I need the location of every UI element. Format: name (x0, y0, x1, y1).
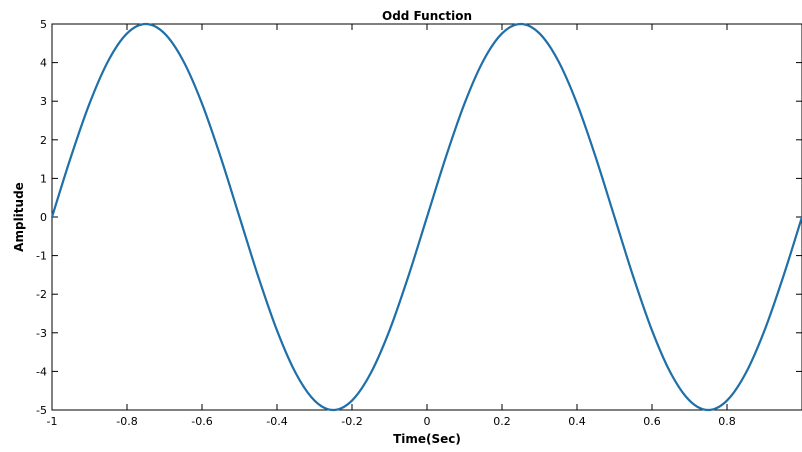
x-tick-label: -1 (47, 415, 58, 428)
y-tick-label: -1 (36, 250, 47, 263)
x-tick-label: 0.8 (718, 415, 736, 428)
x-tick-label: -0.8 (116, 415, 137, 428)
y-tick-label: 1 (40, 172, 47, 185)
y-tick-label: 5 (40, 18, 47, 31)
y-tick-label: 0 (40, 211, 47, 224)
y-tick-label: -2 (36, 288, 47, 301)
x-tick-label: 0.4 (568, 415, 586, 428)
x-tick-label: -0.4 (266, 415, 287, 428)
y-tick-label: 4 (40, 57, 47, 70)
series-line (50, 22, 802, 412)
x-tick-label: -0.6 (191, 415, 212, 428)
chart-title: Odd Function (382, 9, 472, 23)
x-axis-label: Time(Sec) (393, 432, 461, 446)
x-tick-label: 0.6 (643, 415, 661, 428)
x-tick-label: 0 (424, 415, 431, 428)
y-tick-label: 3 (40, 95, 47, 108)
axis-ticks: -1 -0.8 -0.6 -0.4 -0.2 0 0.2 0.4 0.6 0.8 -5 -4 -3 -2 -… (36, 18, 802, 428)
x-tick-label: -0.2 (341, 415, 362, 428)
y-tick-label: -5 (36, 404, 47, 417)
series-layer (50, 22, 802, 412)
y-axis-label: Amplitude (12, 182, 26, 252)
y-tick-label: -4 (36, 365, 47, 378)
y-tick-label: 2 (40, 134, 47, 147)
y-tick-label: -3 (36, 327, 47, 340)
x-tick-label: 0.2 (493, 415, 511, 428)
